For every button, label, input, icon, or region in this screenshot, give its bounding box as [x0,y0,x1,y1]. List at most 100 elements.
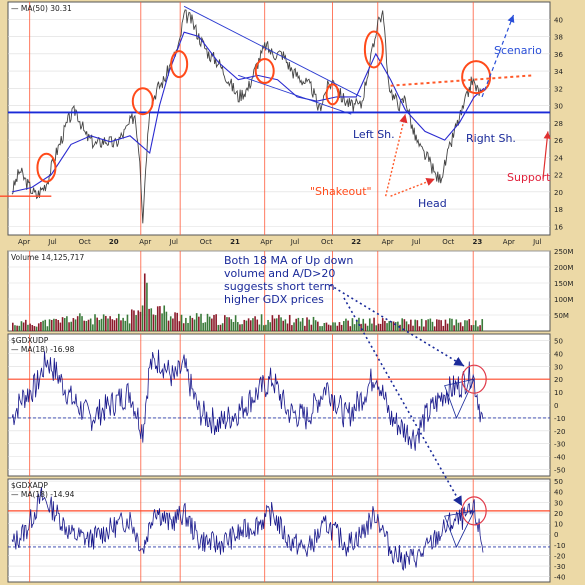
volume-bar [444,319,447,331]
volume-bar [280,317,282,331]
volume-bar [314,320,317,331]
y-tick-label: 36 [554,51,563,59]
y-tick-label: 20 [554,376,563,384]
panel-adp: -40 -30 -20 -10 0 10 20 30 40 50 $GDXADP— MA(18) -… [7,478,565,583]
head-label: Head [418,197,447,210]
volume-bar [481,319,484,331]
volume-bar [165,311,168,331]
volume-bar [141,305,144,331]
volume-bar [89,318,92,331]
volume-bar [176,312,179,331]
volume-bar [200,313,202,331]
volume-bar [217,324,220,331]
volume-bar [135,315,137,331]
volume-bar [107,318,109,331]
panel-volume: 50M 100M 150M 200M 250M Both 18 MA of Up down… [7,248,573,332]
oscillator-series [11,349,484,451]
y-tick-label: 10 [554,389,563,397]
y-tick-label: 34 [554,68,563,76]
volume-bar [178,321,181,331]
volume-bar [14,325,16,331]
x-tick-label: Apr [260,238,272,246]
volume-bar [284,319,287,331]
volume-bar [241,324,243,331]
volume-bar [327,324,330,331]
volume-bar [464,320,466,331]
panel-legend: Volume 14,125,717 [11,253,84,262]
volume-bar [477,326,479,331]
volume-bar [102,314,105,331]
volume-bar [72,318,75,331]
volume-bar [50,319,53,331]
x-tick-label: Apr [503,238,515,246]
volume-annotation-line: volume and A/D>20 [224,267,335,280]
x-tick-label: Oct [442,238,454,246]
volume-bar [92,324,94,331]
y-tick-label: -30 [554,441,565,449]
y-tick-label: -20 [554,552,565,560]
volume-bar [189,315,191,331]
y-tick-label: 50 [554,337,563,345]
volume-bar [195,313,198,331]
chart-panels: 16 18 20 22 24 26 28 30 32 34 36 38 40 Apr Jul Oct 20 Apr… [0,1,573,583]
volume-bar [94,314,96,331]
volume-bar [143,273,146,331]
volume-bar [42,320,44,331]
volume-bar [397,321,399,331]
volume-bar [306,317,308,331]
volume-bar [418,326,421,331]
ma50-line [11,31,485,193]
x-tick-label: 22 [351,238,361,246]
x-tick-label: Jul [47,238,57,246]
volume-bar [187,322,189,331]
left-shoulder-label: Left Sh. [353,128,395,141]
volume-bar [474,320,477,331]
volume-bar [340,324,343,331]
volume-bar [347,320,349,331]
y-tick-label: 32 [554,85,563,93]
y-tick-label: 30 [554,363,563,371]
volume-bar [349,326,352,331]
highlight-circle [254,58,275,85]
volume-bar [278,314,280,331]
volume-bar [16,325,18,331]
y-tick-label: -20 [554,428,565,436]
volume-bar [267,319,269,331]
y-tick-label: 10 [554,521,563,529]
volume-bar [394,322,397,331]
y-tick-label: 40 [554,16,563,24]
volume-bar [239,324,241,331]
volume-bar [325,322,328,331]
scenario-label: Scenario [494,44,542,57]
volume-bar [262,325,265,331]
volume-bar [301,317,304,331]
panel-background [7,1,551,236]
volume-bar [353,324,356,331]
volume-bar [345,318,347,331]
volume-bar [66,316,68,331]
downtrend-line [183,5,362,98]
volume-bar [243,319,246,331]
volume-bar [113,320,116,331]
support-label: Support [507,171,551,184]
volume-bar [111,319,114,331]
volume-bar [414,319,416,331]
volume-bar [234,315,237,331]
highlight-circle [325,83,340,106]
volume-bar [61,317,64,331]
volume-bar [163,305,166,331]
volume-bar [167,320,170,331]
volume-bar [332,322,334,331]
volume-bar [79,313,81,331]
volume-bar [204,322,207,331]
x-tick-label: Jul [169,238,179,246]
volume-bar [122,317,124,331]
volume-bar [260,314,263,331]
y-tick-label: 16 [554,223,563,231]
volume-bar [405,321,408,331]
volume-bar [180,314,183,331]
volume-bar [191,317,194,331]
volume-bar [323,323,326,331]
volume-bar [172,318,174,331]
x-tick-label: 21 [230,238,240,246]
